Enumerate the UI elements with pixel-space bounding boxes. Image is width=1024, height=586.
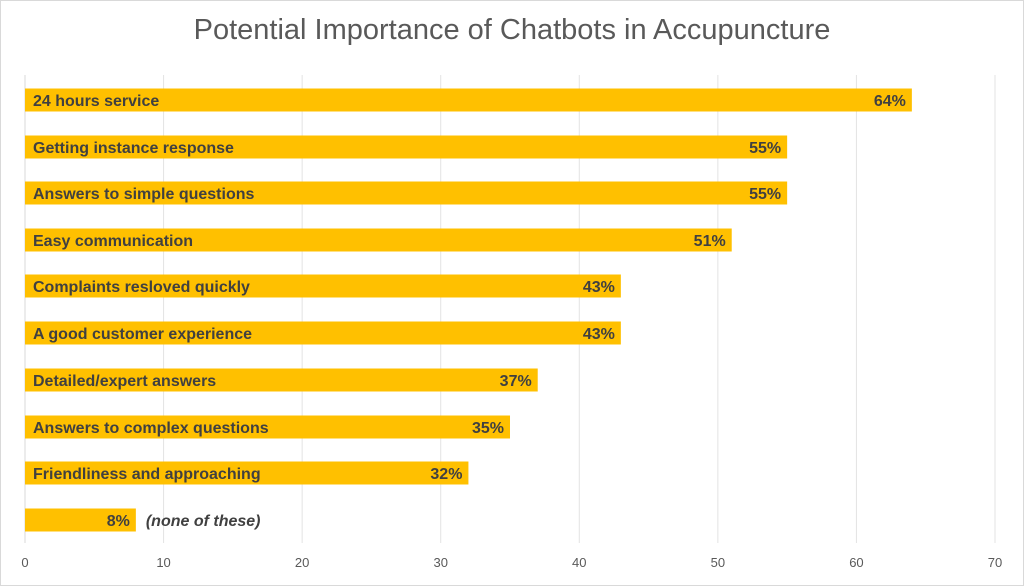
x-tick-label: 30 [433,555,447,570]
category-label: Getting instance response [33,140,234,157]
category-label: Detailed/expert answers [33,373,216,390]
x-tick-label: 50 [711,555,725,570]
bar [25,181,788,205]
data-label: 37% [500,373,532,390]
chart-title: Potential Importance of Chatbots in Accu… [193,14,831,46]
annotation-label: (none of these) [146,513,261,530]
data-label: 64% [874,93,906,110]
data-label: 8% [107,513,130,530]
data-label: 55% [749,186,781,203]
data-label: 51% [694,233,726,250]
bar [25,461,469,485]
bar [25,508,136,532]
x-tick-label: 70 [988,555,1002,570]
x-tick-label: 40 [572,555,586,570]
category-label: Friendliness and approaching [33,466,261,483]
data-label: 43% [583,326,615,343]
bar [25,228,732,252]
bar [25,415,510,439]
category-label: Easy communication [33,233,193,250]
x-tick-label: 20 [295,555,309,570]
x-tick-label: 60 [849,555,863,570]
data-label: 55% [749,140,781,157]
bar [25,274,621,298]
category-label: 24 hours service [33,93,159,110]
category-label: Answers to complex questions [33,420,269,437]
category-label: Complaints resloved quickly [33,279,250,296]
x-tick-label: 0 [21,555,28,570]
x-tick-label: 10 [156,555,170,570]
category-label: Answers to simple questions [33,186,254,203]
bar [25,135,788,159]
category-label: A good customer experience [33,326,252,343]
data-label: 32% [430,466,462,483]
data-label: 43% [583,279,615,296]
bar [25,88,912,112]
data-label: 35% [472,420,504,437]
bar [25,321,621,345]
bar [25,368,538,392]
